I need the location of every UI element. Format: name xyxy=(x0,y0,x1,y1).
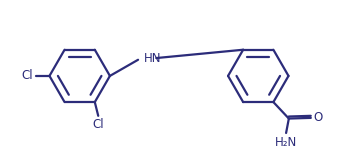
Text: Cl: Cl xyxy=(92,118,104,131)
Text: HN: HN xyxy=(144,52,162,65)
Text: Cl: Cl xyxy=(22,69,33,82)
Text: H₂N: H₂N xyxy=(275,136,297,149)
Text: O: O xyxy=(313,111,323,124)
